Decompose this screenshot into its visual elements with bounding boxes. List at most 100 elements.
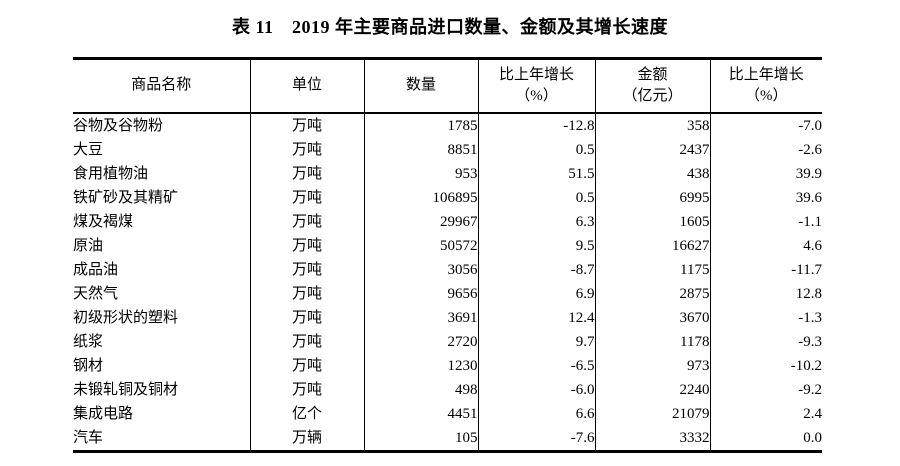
cell-amount-growth: 4.6 (709, 233, 822, 258)
cell-amount: 2875 (594, 281, 710, 306)
table-row: 煤及褐煤 万吨 29967 6.3 1605 -1.1 (73, 209, 822, 234)
cell-amount-growth: 2.4 (709, 401, 822, 426)
cell-amount-growth: -2.6 (709, 137, 822, 162)
cell-quantity: 3056 (363, 257, 478, 282)
cell-amount: 358 (594, 112, 710, 138)
cell-amount: 21079 (594, 401, 710, 426)
table-row: 原油 万吨 50572 9.5 16627 4.6 (73, 233, 822, 258)
cell-commodity-name: 谷物及谷物粉 (73, 117, 164, 134)
cell-quantity-growth: 12.4 (477, 305, 595, 330)
cell-unit: 万吨 (249, 281, 364, 306)
cell-amount: 1175 (594, 257, 710, 282)
cell-quantity-growth: 9.5 (477, 233, 595, 258)
cell-commodity-name: 未锻轧铜及铜材 (73, 381, 179, 398)
cell-quantity-growth: -12.8 (477, 112, 595, 138)
cell-amount-growth: -1.1 (709, 209, 822, 234)
header-amount-growth: 比上年增长 （%） (709, 58, 822, 114)
cell-quantity: 29967 (363, 209, 478, 234)
cell-quantity: 50572 (363, 233, 478, 258)
table-row: 钢材 万吨 1230 -6.5 973 -10.2 (73, 353, 822, 378)
cell-quantity-growth: -6.5 (477, 353, 595, 378)
header-unit: 单位 (249, 58, 364, 114)
cell-unit: 万吨 (249, 209, 364, 234)
cell-quantity-growth: 0.5 (477, 185, 595, 210)
table-row: 初级形状的塑料 万吨 3691 12.4 3670 -1.3 (73, 305, 822, 330)
cell-unit: 万吨 (249, 233, 364, 258)
header-line1: 金额 (637, 66, 668, 83)
cell-commodity-name: 大豆 (73, 141, 104, 158)
header-line2: （%） (745, 87, 788, 104)
cell-unit: 万吨 (249, 137, 364, 162)
cell-amount-growth: 0.0 (709, 425, 822, 451)
cell-quantity-growth: 0.5 (477, 137, 595, 162)
cell-unit: 万吨 (249, 257, 364, 282)
cell-amount: 3670 (594, 305, 710, 330)
cell-amount-growth: 39.6 (709, 185, 822, 210)
table-row: 铁矿砂及其精矿 万吨 106895 0.5 6995 39.6 (73, 185, 822, 210)
cell-amount: 2437 (594, 137, 710, 162)
table-row: 未锻轧铜及铜材 万吨 498 -6.0 2240 -9.2 (73, 377, 822, 402)
cell-commodity-name: 成品油 (73, 261, 119, 278)
cell-amount-growth: 12.8 (709, 281, 822, 306)
cell-unit: 万辆 (249, 425, 364, 451)
cell-quantity-growth: 6.3 (477, 209, 595, 234)
cell-amount-growth: -11.7 (709, 257, 822, 282)
table-title: 表 11 2019 年主要商品进口数量、金额及其增长速度 (231, 17, 668, 37)
cell-commodity-name: 煤及褐煤 (73, 213, 134, 230)
cell-amount: 973 (594, 353, 710, 378)
table-row: 食用植物油 万吨 953 51.5 438 39.9 (73, 161, 822, 186)
cell-quantity: 1785 (363, 112, 478, 138)
cell-unit: 万吨 (249, 377, 364, 402)
cell-unit: 万吨 (249, 305, 364, 330)
cell-quantity-growth: -6.0 (477, 377, 595, 402)
header-commodity-name: 商品名称 (73, 58, 250, 114)
cell-quantity: 9656 (363, 281, 478, 306)
cell-amount-growth: -10.2 (709, 353, 822, 378)
cell-commodity-name: 天然气 (73, 285, 119, 302)
cell-commodity-name: 钢材 (73, 357, 104, 374)
cell-commodity-name: 食用植物油 (73, 165, 149, 182)
table-row: 成品油 万吨 3056 -8.7 1175 -11.7 (73, 257, 822, 282)
cell-quantity-growth: 51.5 (477, 161, 595, 186)
header-line1: 比上年增长 (498, 66, 574, 83)
cell-commodity-name: 初级形状的塑料 (73, 309, 179, 326)
table-row: 纸浆 万吨 2720 9.7 1178 -9.3 (73, 329, 822, 354)
cell-quantity: 498 (363, 377, 478, 402)
cell-commodity-name: 原油 (73, 237, 104, 254)
cell-unit: 万吨 (249, 329, 364, 354)
cell-quantity: 3691 (363, 305, 478, 330)
cell-amount-growth: -7.0 (709, 112, 822, 138)
header-quantity: 数量 (363, 58, 478, 114)
cell-quantity-growth: -8.7 (477, 257, 595, 282)
cell-amount: 438 (594, 161, 710, 186)
cell-quantity: 2720 (363, 329, 478, 354)
cell-unit: 万吨 (249, 185, 364, 210)
cell-amount-growth: 39.9 (709, 161, 822, 186)
cell-quantity: 953 (363, 161, 478, 186)
table-row: 大豆 万吨 8851 0.5 2437 -2.6 (73, 137, 822, 162)
cell-amount-growth: -1.3 (709, 305, 822, 330)
cell-unit: 万吨 (249, 161, 364, 186)
header-line1: 单位 (291, 77, 322, 94)
cell-quantity-growth: 6.9 (477, 281, 595, 306)
cell-quantity-growth: 6.6 (477, 401, 595, 426)
cell-quantity-growth: -7.6 (477, 425, 595, 451)
cell-unit: 亿个 (249, 401, 364, 426)
header-line2: （%） (515, 87, 558, 104)
table-row: 天然气 万吨 9656 6.9 2875 12.8 (73, 281, 822, 306)
header-line1: 数量 (405, 77, 436, 94)
cell-amount: 1605 (594, 209, 710, 234)
header-amount: 金额 （亿元） (594, 58, 710, 114)
cell-commodity-name: 汽车 (73, 429, 104, 446)
cell-quantity: 1230 (363, 353, 478, 378)
cell-amount: 1178 (594, 329, 710, 354)
cell-amount: 3332 (594, 425, 710, 451)
cell-amount: 2240 (594, 377, 710, 402)
cell-unit: 万吨 (249, 112, 364, 138)
cell-commodity-name: 纸浆 (73, 333, 104, 350)
cell-commodity-name: 铁矿砂及其精矿 (73, 189, 179, 206)
header-line2: （亿元） (622, 87, 683, 104)
cell-commodity-name: 集成电路 (73, 405, 134, 422)
header-line1: 商品名称 (131, 77, 192, 94)
